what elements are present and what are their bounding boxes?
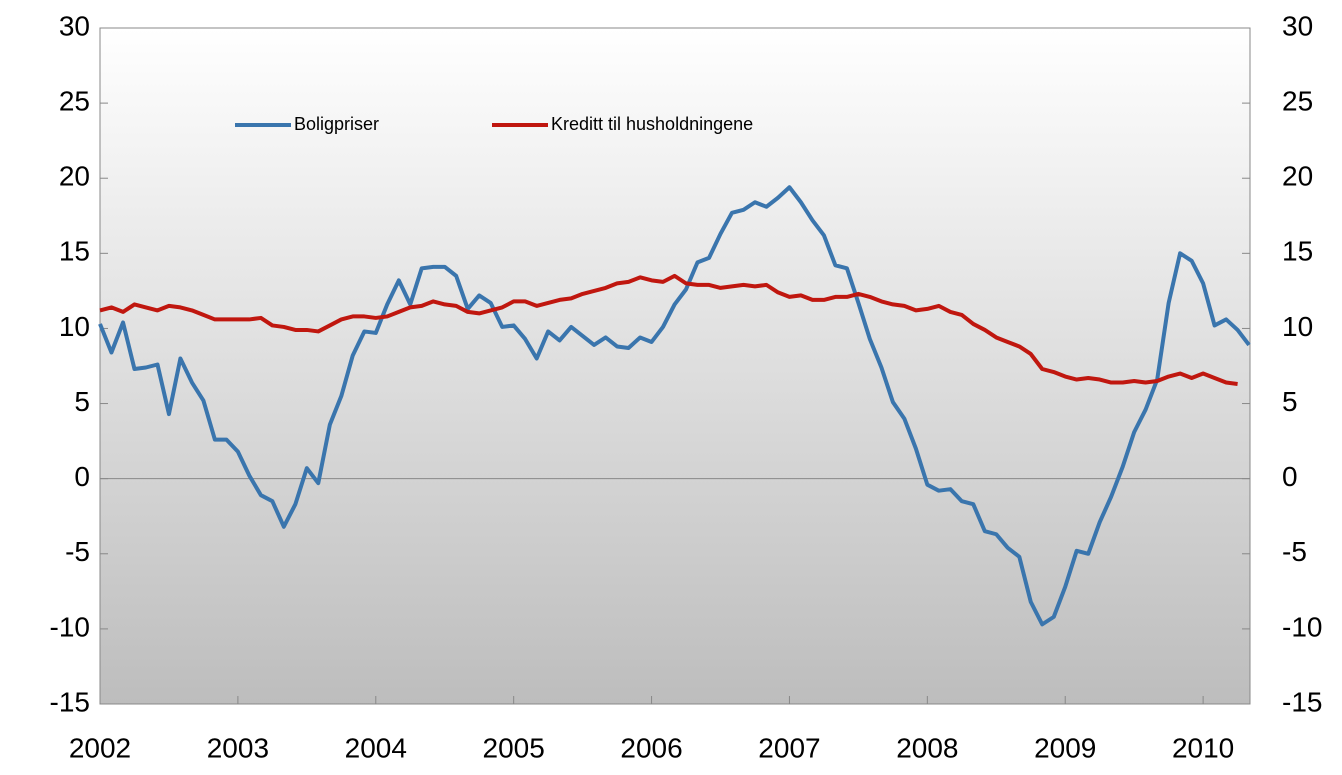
y-tick-label: 20 — [59, 161, 90, 192]
series-line — [99, 273, 1238, 387]
y-tick-label: 5 — [74, 386, 90, 417]
x-tick-label: 2010 — [1172, 732, 1234, 763]
x-tick-label: 2005 — [483, 732, 545, 763]
y2-tick-label: 10 — [1282, 311, 1313, 342]
y-tick-label: -10 — [50, 611, 90, 642]
x-tick-label: 2006 — [620, 732, 682, 763]
y-tick-label: 10 — [59, 311, 90, 342]
y2-tick-label: 25 — [1282, 86, 1313, 117]
y2-tick-label: -15 — [1282, 686, 1322, 717]
y-tick-label: -5 — [65, 536, 90, 567]
y2-tick-label: -10 — [1282, 611, 1322, 642]
y2-tick-label: 5 — [1282, 386, 1298, 417]
y2-tick-label: 0 — [1282, 461, 1298, 492]
y2-tick-label: 30 — [1282, 10, 1313, 41]
series-line — [98, 185, 1251, 627]
y-tick-label: 25 — [59, 86, 90, 117]
x-tick-label: 2004 — [345, 732, 407, 763]
x-tick-label: 2008 — [896, 732, 958, 763]
y2-tick-label: -5 — [1282, 536, 1307, 567]
plot-area — [99, 27, 1251, 705]
y2-tick-label: 20 — [1282, 161, 1313, 192]
x-tick-label: 2007 — [758, 732, 820, 763]
x-tick-label: 2003 — [207, 732, 269, 763]
x-tick-label: 2009 — [1034, 732, 1096, 763]
y-tick-label: 0 — [74, 461, 90, 492]
legend-label: Kreditt til husholdningene — [551, 114, 753, 134]
y-tick-label: 15 — [59, 236, 90, 267]
y2-tick-label: 15 — [1282, 236, 1313, 267]
y-tick-label: -15 — [50, 686, 90, 717]
legend-label: Boligpriser — [294, 114, 379, 134]
y-tick-label: 30 — [59, 10, 90, 41]
x-tick-label: 2002 — [69, 732, 131, 763]
